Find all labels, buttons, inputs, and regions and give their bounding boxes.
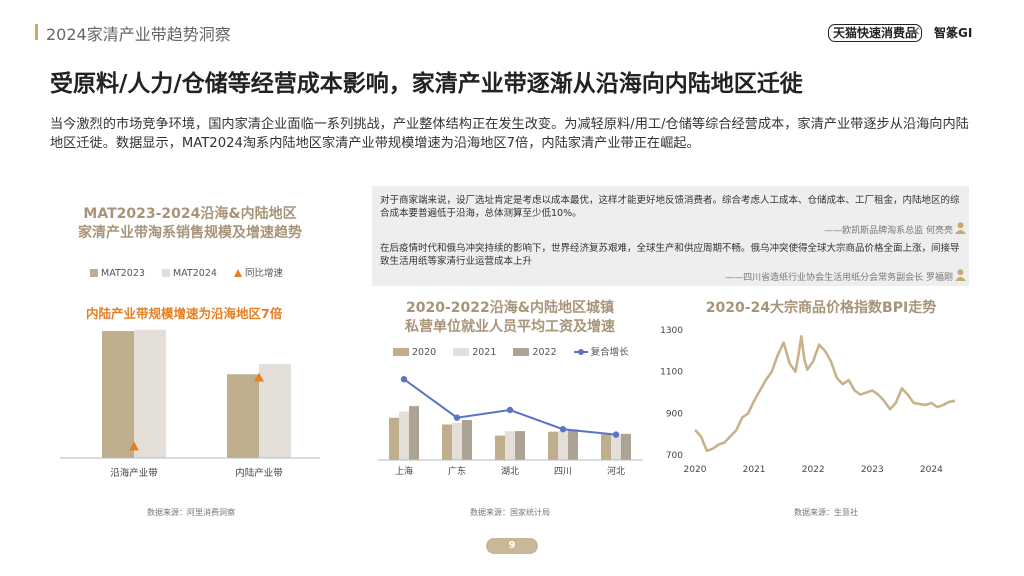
x-tick-label: 四川 [554, 467, 572, 477]
quote-text-2: 在后疫情时代和俄乌冲突持续的影响下，世界经济复苏艰难，全球生产和供应周期不畅。俄… [380, 243, 960, 267]
zhizhuan-brand-logo: 智篆GI [934, 26, 973, 40]
growth-marker [254, 372, 264, 382]
bar [621, 433, 631, 460]
report-title: 2024家清产业带趋势洞察 [46, 25, 231, 44]
triangle-icon [233, 269, 242, 277]
quote-source-2: ——四川省造纸行业协会生活用纸分会常务副会长 罗福刚 [725, 273, 953, 283]
bar [611, 433, 621, 460]
growth-point [400, 376, 408, 383]
page-headline: 受原料/人力/仓储等经营成本影响，家清产业带逐渐从沿海向内陆地区迁徙 [50, 71, 803, 97]
bar [452, 422, 462, 460]
chart1-highlight: 内陆产业带规模增速为沿海地区7倍 [86, 306, 283, 321]
chart2-svg: 上海 广东 湖北 四川 河北 [378, 376, 643, 477]
legend-item: MAT2024 [161, 268, 217, 279]
x-tick-label: 2023 [861, 465, 884, 475]
legend-label: 同比增速 [244, 268, 283, 279]
person-icon [955, 222, 966, 234]
bar [505, 431, 515, 460]
bar [601, 434, 611, 460]
growth-point [612, 431, 620, 438]
x-tick-label: 河北 [607, 465, 625, 477]
x-tick-label: 2022 [802, 465, 825, 475]
brand-separator: × [910, 24, 921, 39]
line-marker-icon [573, 348, 588, 356]
bar [227, 374, 259, 458]
chart1-svg: 沿海产业带 内陆产业带 [60, 329, 320, 479]
x-tick-label: 2020 [684, 465, 707, 475]
growth-marker [129, 441, 139, 451]
x-tick-label: 沿海产业带 [110, 467, 158, 479]
person-icon [955, 269, 966, 281]
bar [399, 411, 409, 460]
chart1-legend: MAT2023 MAT2024 同比增速 [90, 265, 297, 279]
bar [102, 331, 134, 458]
growth-point [559, 426, 567, 433]
y-tick-label: 700 [666, 451, 683, 461]
bar [462, 420, 472, 460]
bar [548, 431, 558, 460]
bar [568, 429, 578, 460]
page-number: 9 [486, 538, 538, 554]
x-tick-label: 2024 [920, 465, 943, 475]
chart2-title: 2020-2022沿海&内陆地区城镇 私营单位就业人员平均工资及增速 [405, 300, 615, 335]
bar [442, 424, 452, 460]
legend-label: 2020 [412, 347, 437, 358]
header-accent-bar [35, 24, 38, 40]
x-tick-label: 湖北 [501, 466, 519, 477]
legend-swatch [90, 269, 98, 277]
legend-swatch [161, 269, 170, 277]
chart3-title: 2020-24大宗商品价格指数BPI走势 [705, 300, 937, 316]
legend-swatch [393, 348, 409, 356]
chart3-svg: 700 900 1100 1300 2020 2021 2022 2023 2024 [660, 326, 956, 475]
quote-source-1: ——欧凯斯品牌淘系总监 何亮亮 [824, 226, 953, 236]
tmall-brand-logo: 天猫快速消费品 [828, 24, 923, 42]
legend-label: 2022 [532, 347, 557, 358]
legend-item: 同比增速 [233, 265, 283, 279]
chart2-legend: 2020 2021 2022 复合增长 [393, 344, 629, 358]
bar [409, 406, 419, 460]
growth-point [453, 414, 461, 421]
legend-item: 2022 [513, 347, 557, 358]
bar [259, 364, 291, 458]
y-tick-label: 1300 [660, 326, 683, 336]
legend-item: 复合增长 [573, 344, 629, 358]
legend-swatch [453, 348, 470, 356]
legend-label: MAT2024 [172, 268, 217, 279]
legend-label: MAT2023 [101, 268, 145, 279]
bar [134, 329, 166, 458]
chart1-source: 数据来源：阿里消费洞察 [147, 508, 235, 517]
legend-item: MAT2023 [90, 268, 145, 279]
y-tick-label: 1100 [660, 368, 683, 378]
chart1-title: MAT2023-2024沿海&内陆地区 家清产业带淘系销售规模及增速趋势 [78, 206, 302, 241]
chart2-source: 数据来源：国家统计局 [470, 508, 550, 517]
growth-point [506, 406, 514, 414]
legend-item: 2020 [393, 347, 436, 358]
bar [558, 431, 568, 460]
bar [495, 435, 505, 460]
x-tick-label: 2021 [743, 465, 766, 475]
bar [515, 431, 525, 460]
quote-text-1: 对于商家端来说，设厂选址肯定是考虑以成本最优，这样才能更好地反馈消费者。综合考虑… [380, 195, 960, 219]
bar [389, 417, 399, 460]
y-tick-label: 900 [666, 409, 683, 419]
x-tick-label: 广东 [448, 465, 466, 477]
quote-box: 对于商家端来说，设厂选址肯定是考虑以成本最优，这样才能更好地反馈消费者。综合考虑… [372, 186, 969, 286]
legend-item: 2021 [453, 347, 496, 358]
legend-swatch [513, 348, 530, 356]
chart3-source: 数据来源：生意社 [794, 508, 858, 517]
bpi-line [694, 334, 956, 453]
legend-label: 复合增长 [590, 347, 629, 358]
x-tick-label: 内陆产业带 [235, 467, 283, 479]
legend-label: 2021 [472, 347, 497, 358]
x-tick-label: 上海 [395, 465, 413, 477]
summary-paragraph: 当今激烈的市场竞争环境，国内家清企业面临一系列挑战，产业整体结构正在发生改变。为… [50, 117, 969, 151]
